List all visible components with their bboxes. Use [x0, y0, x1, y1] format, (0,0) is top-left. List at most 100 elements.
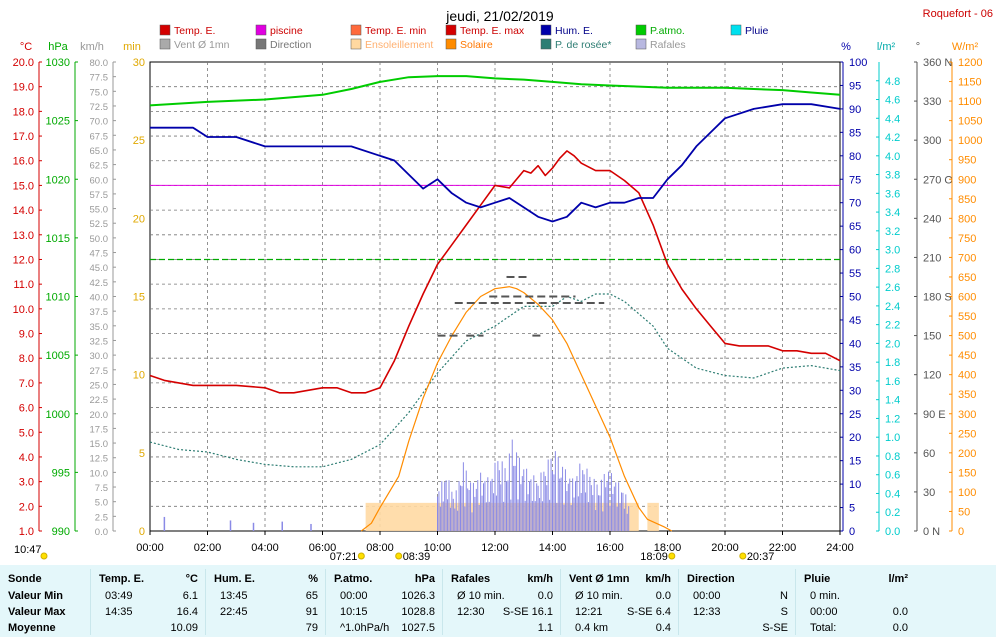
- wind-tick-label: 62.5: [90, 161, 109, 172]
- wind-tick-label: 5.0: [95, 498, 108, 509]
- rain-tick-label: 0.6: [885, 470, 900, 482]
- rain-tick-label: 2.0: [885, 338, 900, 350]
- moonset-time: 20:37: [747, 551, 775, 563]
- wind-tick-label: 7.5: [95, 483, 108, 494]
- legend-swatch: [445, 24, 457, 36]
- stats-cell-value: N: [780, 590, 788, 602]
- stats-unit: hPa: [414, 573, 435, 585]
- stats-cell-value: 0.4: [655, 622, 671, 634]
- wind-tick-label: 52.5: [90, 219, 109, 230]
- time-tick-label: 24:00: [826, 542, 854, 554]
- wind-tick-label: 67.5: [90, 131, 109, 142]
- legend-label: Direction: [270, 39, 312, 51]
- stats-column: Sonde Valeur Min Valeur Max Moyenne: [0, 569, 90, 635]
- wind-tick-label: 35.0: [90, 322, 109, 333]
- rain-tick-label: 2.6: [885, 282, 900, 294]
- wind-tick-label: 32.5: [90, 336, 109, 347]
- sunshine-tick-label: 0: [139, 526, 145, 538]
- solar-tick-label: 550: [958, 311, 976, 323]
- wind-tick-label: 45.0: [90, 263, 109, 274]
- rain-tick-label: 3.2: [885, 226, 900, 238]
- stats-unit: km/h: [527, 573, 553, 585]
- solar-tick-label: 1100: [958, 96, 982, 108]
- humidity-tick-label: 65: [849, 221, 861, 233]
- direction-tick-label: 120: [923, 370, 941, 382]
- direction-tick-label: 90 E: [923, 409, 946, 421]
- solar-tick-label: 0: [958, 526, 964, 538]
- stats-cell-value: S-SE 16.1: [502, 606, 553, 618]
- sunshine-tick-label: 25: [133, 135, 145, 147]
- wind-tick-label: 27.5: [90, 366, 109, 377]
- solar-tick-label: 250: [958, 428, 976, 440]
- pressure-tick-label: 1010: [46, 292, 70, 304]
- pressure-line: [149, 75, 841, 107]
- direction-tick-label: 210: [923, 252, 941, 264]
- time-tick-label: 16:00: [596, 542, 624, 554]
- stats-cell-label: Valeur Min: [8, 590, 64, 602]
- temp-tick-label: 12.0: [13, 254, 34, 266]
- stats-cell-value: 10.09: [170, 622, 198, 634]
- direction-tick-label: 180 S: [923, 292, 952, 304]
- rain-tick-label: 0.4: [885, 488, 900, 500]
- wind-tick-label: 12.5: [90, 454, 109, 465]
- wind-tick-label: 72.5: [90, 102, 109, 113]
- humidity-tick-label: 30: [849, 385, 861, 397]
- solar-tick-label: 50: [958, 506, 970, 518]
- wind-tick-label: 15.0: [90, 439, 109, 450]
- stats-column: Vent Ø 1mn km/h Ø 10 min. 0.0 12:21 S-SE 6.4 0…: [560, 569, 679, 635]
- solar-tick-label: 350: [958, 389, 976, 401]
- stats-header: Vent Ø 1mn: [569, 573, 630, 585]
- solar-line: [360, 286, 673, 532]
- direction-tick-label: 240: [923, 213, 941, 225]
- stats-cell-label: Total:: [810, 622, 837, 634]
- legend-label: Solaire: [460, 39, 493, 51]
- wind-tick-label: 80.0: [90, 58, 109, 69]
- wind-tick-label: 60.0: [90, 175, 109, 186]
- legend-label: P. de rosée*: [555, 39, 611, 51]
- stats-cell-value: 79: [305, 622, 318, 634]
- humidity-tick-label: 90: [849, 104, 861, 116]
- temp-tick-label: 17.0: [13, 131, 34, 143]
- location-label: Roquefort - 06: [923, 8, 993, 20]
- solar-tick-label: 400: [958, 370, 976, 382]
- stats-cell-label: 13:45: [220, 590, 248, 602]
- legend-swatch: [159, 38, 171, 50]
- temp-tick-label: 16.0: [13, 156, 34, 168]
- time-tick-label: 20:00: [711, 542, 739, 554]
- time-tick-label: 22:00: [769, 542, 797, 554]
- temp-tick-label: 3.0: [19, 477, 34, 489]
- solar-tick-label: 500: [958, 331, 976, 343]
- wind-tick-label: 57.5: [90, 190, 109, 201]
- moonrise-marker: [40, 552, 48, 560]
- rain-tick-label: 0.2: [885, 507, 900, 519]
- pressure-tick-label: 1030: [46, 57, 70, 69]
- stats-cell-value: 65: [305, 590, 318, 602]
- wind-tick-label: 47.5: [90, 249, 109, 260]
- rain-tick-label: 4.4: [885, 113, 900, 125]
- humidity-tick-label: 55: [849, 268, 861, 280]
- solar-tick-label: 150: [958, 467, 976, 479]
- solar-tick-label: 900: [958, 174, 976, 186]
- stats-header: Direction: [687, 573, 735, 585]
- solar-tick-label: 650: [958, 272, 976, 284]
- sunset-marker: [668, 552, 676, 560]
- legend-label: Temp. E.: [174, 25, 215, 37]
- solar-tick-label: 950: [958, 155, 976, 167]
- stats-unit: °C: [185, 573, 198, 585]
- stats-cell-value: 0.0: [537, 590, 553, 602]
- sunshine-tick-label: 15: [133, 292, 145, 304]
- stats-cell-label: 10:15: [340, 606, 368, 618]
- solar-tick-label: 1000: [958, 135, 982, 147]
- stats-unit: km/h: [645, 573, 671, 585]
- wind-tick-label: 30.0: [90, 351, 109, 362]
- wind-tick-label: 2.5: [95, 512, 108, 523]
- chart-title: jeudi, 21/02/2019: [445, 8, 554, 24]
- temp-tick-label: 8.0: [19, 353, 34, 365]
- stats-cell-value: 0.0: [892, 606, 908, 618]
- solar-tick-label: 750: [958, 233, 976, 245]
- temp-tick-label: 19.0: [13, 82, 34, 94]
- stats-cell-value: S: [780, 606, 788, 618]
- temp-tick-label: 14.0: [13, 205, 34, 217]
- rain-tick-label: 3.4: [885, 207, 900, 219]
- wind-tick-label: 42.5: [90, 278, 109, 289]
